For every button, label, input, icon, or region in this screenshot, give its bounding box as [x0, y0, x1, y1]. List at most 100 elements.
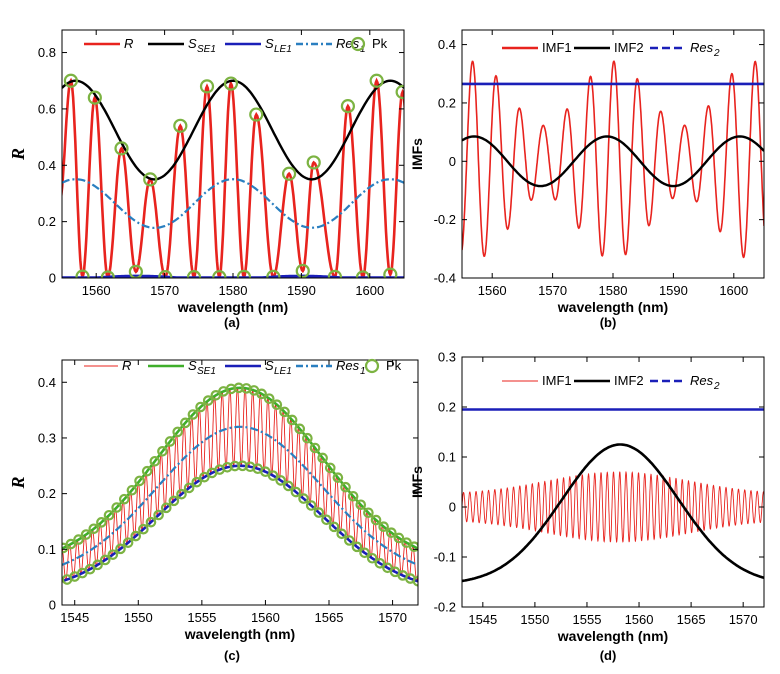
series-IMF1-line: [462, 60, 764, 259]
x-tick-label-a-3: 1590: [287, 283, 316, 298]
legend-item-d-0: IMF1: [502, 373, 572, 388]
y-axis-label-d: IMFs: [409, 466, 425, 498]
chart-c: 1545 1550 1555 1560 1565 1570 0 0.1 0.2 0.3 0.4 wav…: [8, 358, 419, 663]
x-tick-label-b-3: 1590: [659, 283, 688, 298]
peak-marker-upper-30: [286, 414, 298, 426]
legend-label-c-2: S: [265, 358, 274, 373]
legend-label-a-0: R: [124, 36, 133, 51]
legend-item-c-0: R: [84, 358, 131, 373]
peak-marker-lower-27: [267, 470, 279, 481]
legend-item-c-3: Res 1: [296, 358, 366, 377]
peak-marker-upper-8: [119, 493, 130, 505]
peak-marker-lower-34: [321, 514, 332, 526]
series-R-line: [62, 77, 404, 278]
legend-label-a-2: S: [265, 36, 274, 51]
peak-marker-lower-10: [138, 523, 149, 535]
peak-marker-upper-43: [385, 527, 397, 538]
legend-item-c-4: Pk: [364, 358, 402, 374]
peak-marker-upper-13: [157, 446, 168, 457]
peak-marker-upper-17: [187, 409, 199, 420]
legend-label-c-3: Res: [336, 358, 360, 373]
y-tick-label-a-4: 0.8: [38, 45, 56, 60]
peak-marker-lower-7: [266, 269, 281, 278]
series-IMF2-line: [462, 443, 764, 583]
legend-item-a-0: R: [84, 36, 133, 51]
peak-marker-upper-10: [134, 475, 145, 487]
peak-marker-lower-42: [382, 562, 393, 574]
x-tick-label-b-2: 1580: [599, 283, 628, 298]
peak-marker-lower-30: [290, 486, 302, 498]
x-tick-label-d-2: 1555: [573, 612, 602, 627]
legend-label-a-4: Pk: [372, 36, 388, 51]
peak-marker-lower-10: [355, 270, 371, 278]
x-tick-label-a-0: 1560: [82, 283, 111, 298]
peak-marker-lower-8: [295, 263, 310, 278]
peak-marker-lower-32: [305, 500, 317, 511]
peak-marker-upper-35: [324, 462, 336, 474]
peak-marker-upper-0: [63, 73, 78, 88]
y-tick-label-b-4: 0.4: [438, 37, 456, 52]
peak-marker-upper-28: [271, 399, 283, 411]
x-tick-label-c-2: 1555: [187, 610, 216, 625]
peak-marker-lower-14: [168, 495, 180, 507]
x-tick-label-c-1: 1550: [124, 610, 153, 625]
legend-item-a-1: S SE1: [148, 36, 216, 55]
y-tick-label-b-1: -0.2: [434, 212, 456, 227]
plot-area-b: [462, 60, 764, 259]
x-axis-label-a: wavelength (nm): [177, 299, 288, 315]
x-tick-label-c-3: 1560: [251, 610, 280, 625]
peak-marker-lower-7: [115, 543, 126, 555]
y-axis-label-b: IMFs: [409, 138, 425, 170]
x-tick-label-d-3: 1560: [625, 612, 654, 627]
peak-marker-lower-0: [75, 269, 90, 278]
x-axis-label-b: wavelength (nm): [557, 299, 668, 315]
peak-marker-lower-4: [186, 270, 202, 278]
peak-marker-upper-2: [114, 141, 129, 156]
peak-marker-upper-12: [395, 84, 404, 100]
y-tick-label-c-3: 0.3: [38, 430, 56, 445]
legend-marker-c-4: [364, 358, 380, 374]
peak-marker-lower-8: [122, 537, 134, 548]
y-axis-label-c: R: [8, 476, 28, 489]
peak-marker-lower-15: [176, 488, 187, 500]
peak-marker-upper-9: [306, 155, 321, 170]
peak-marker-lower-39: [359, 547, 370, 559]
peak-marker-lower-38: [351, 541, 363, 553]
peak-marker-upper-41: [370, 514, 382, 526]
peak-marker-lower-18: [199, 471, 210, 483]
x-tick-label-d-0: 1545: [468, 612, 497, 627]
chart-b: 1560 1570 1580 1590 1600 -0.4 -0.2 0 0.2 0.4 wavel…: [409, 29, 765, 330]
y-tick-label-c-0: 0: [49, 598, 56, 613]
legend-sub-b-2: 2: [713, 48, 720, 59]
peak-marker-lower-3: [158, 270, 173, 278]
peak-marker-upper-33: [309, 442, 321, 454]
peak-marker-lower-29: [283, 480, 294, 492]
legend-d: IMF1 IMF2 Res 2: [502, 373, 720, 392]
y-tick-label-d-5: 0.3: [438, 350, 456, 365]
x-tick-label-b-4: 1600: [719, 283, 748, 298]
peak-marker-lower-33: [313, 507, 325, 518]
peak-marker-upper-16: [180, 417, 191, 429]
peak-marker-upper-42: [378, 521, 389, 533]
y-tick-label-c-1: 0.1: [38, 542, 56, 557]
peak-marker-lower-1: [100, 270, 115, 278]
legend-label-c-1: S: [188, 358, 197, 373]
legend-marker-a-4: [350, 36, 366, 52]
x-tick-label-c-0: 1545: [60, 610, 89, 625]
peak-marker-upper-32: [302, 432, 313, 444]
y-tick-label-a-1: 0.2: [38, 214, 56, 229]
y-tick-label-c-4: 0.4: [38, 375, 56, 390]
chart-a: 1560 1570 1580 1590 1600 0 0.2 0.4 0.6 0.8 wavelen…: [8, 29, 405, 330]
peak-marker-lower-12: [153, 509, 164, 521]
x-tick-label-b-0: 1560: [478, 283, 507, 298]
x-tick-label-a-1: 1570: [150, 283, 179, 298]
panel-caption-a: (a): [224, 315, 240, 330]
peak-marker-upper-12: [149, 455, 161, 467]
peak-marker-upper-45: [401, 537, 412, 548]
peak-marker-upper-9: [126, 484, 138, 496]
legend-sub-a-3: 1: [360, 44, 366, 55]
peak-marker-upper-11: [369, 73, 384, 88]
chart-d: 1545 1550 1555 1560 1565 1570 -0.2 -0.1 0 0.1 0.2 0…: [409, 350, 765, 663]
peak-marker-upper-31: [294, 423, 306, 435]
peak-marker-lower-41: [374, 557, 386, 569]
